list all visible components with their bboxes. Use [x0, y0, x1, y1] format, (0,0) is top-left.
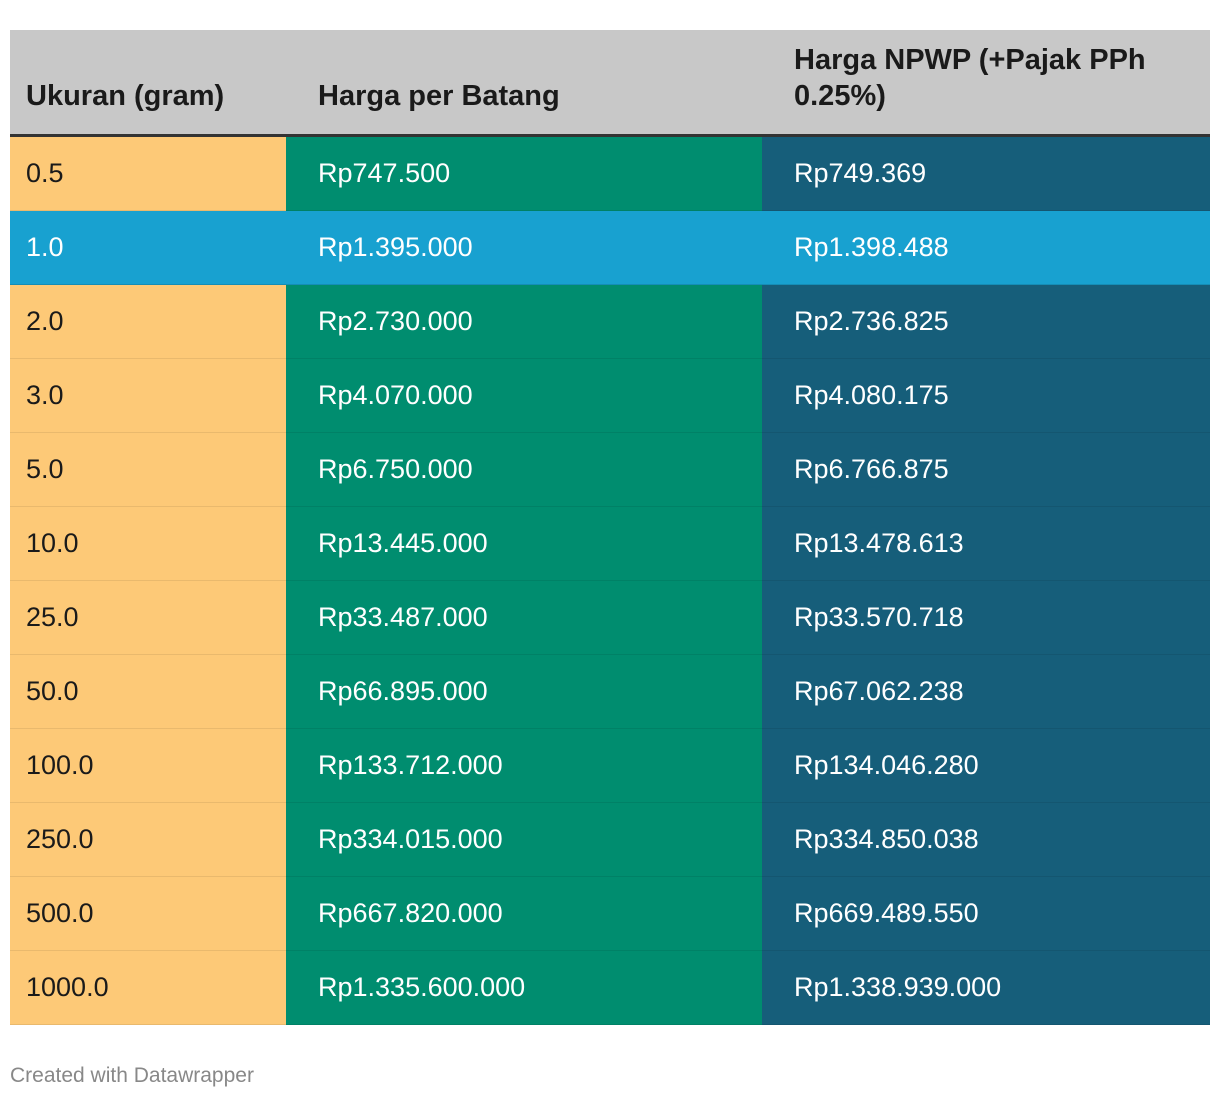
cell-price: Rp133.712.000: [286, 728, 762, 803]
cell-price: Rp667.820.000: [286, 876, 762, 951]
cell-size: 250.0: [10, 802, 286, 877]
price-table-container: Ukuran (gram) Harga per Batang Harga NPW…: [10, 30, 1210, 1025]
table-row: 5.0 Rp6.750.000 Rp6.766.875: [10, 432, 1210, 507]
cell-price: Rp1.395.000: [286, 210, 762, 285]
column-header-size[interactable]: Ukuran (gram): [10, 30, 286, 137]
gold-price-table: Ukuran (gram) Harga per Batang Harga NPW…: [10, 30, 1210, 1025]
cell-size: 500.0: [10, 876, 286, 951]
header-row: Ukuran (gram) Harga per Batang Harga NPW…: [10, 30, 1210, 137]
cell-price: Rp1.335.600.000: [286, 950, 762, 1025]
cell-size: 1000.0: [10, 950, 286, 1025]
cell-npwp: Rp669.489.550: [762, 876, 1210, 951]
table-header: Ukuran (gram) Harga per Batang Harga NPW…: [10, 30, 1210, 137]
cell-price: Rp2.730.000: [286, 284, 762, 359]
cell-npwp: Rp13.478.613: [762, 506, 1210, 581]
cell-price: Rp334.015.000: [286, 802, 762, 877]
table-row: 25.0 Rp33.487.000 Rp33.570.718: [10, 580, 1210, 655]
table-row: 1.0 Rp1.395.000 Rp1.398.488: [10, 210, 1210, 285]
table-row: 250.0 Rp334.015.000 Rp334.850.038: [10, 802, 1210, 877]
table-body: 0.5 Rp747.500 Rp749.369 1.0 Rp1.395.000 Rp1.3…: [10, 135, 1210, 1025]
cell-size: 50.0: [10, 654, 286, 729]
cell-npwp: Rp67.062.238: [762, 654, 1210, 729]
cell-npwp: Rp1.398.488: [762, 210, 1210, 285]
cell-npwp: Rp2.736.825: [762, 284, 1210, 359]
cell-npwp: Rp6.766.875: [762, 432, 1210, 507]
table-row: 2.0 Rp2.730.000 Rp2.736.825: [10, 284, 1210, 359]
cell-size: 25.0: [10, 580, 286, 655]
cell-size: 0.5: [10, 135, 286, 211]
cell-npwp: Rp33.570.718: [762, 580, 1210, 655]
table-row: 10.0 Rp13.445.000 Rp13.478.613: [10, 506, 1210, 581]
cell-size: 100.0: [10, 728, 286, 803]
cell-size: 3.0: [10, 358, 286, 433]
table-row: 50.0 Rp66.895.000 Rp67.062.238: [10, 654, 1210, 729]
cell-size: 10.0: [10, 506, 286, 581]
cell-size: 1.0: [10, 210, 286, 285]
cell-size: 2.0: [10, 284, 286, 359]
table-row: 500.0 Rp667.820.000 Rp669.489.550: [10, 876, 1210, 951]
table-row: 0.5 Rp747.500 Rp749.369: [10, 135, 1210, 211]
cell-npwp: Rp134.046.280: [762, 728, 1210, 803]
column-header-price[interactable]: Harga per Batang: [286, 30, 762, 137]
datawrapper-credit[interactable]: Created with Datawrapper: [10, 1064, 254, 1087]
cell-npwp: Rp1.338.939.000: [762, 950, 1210, 1025]
cell-npwp: Rp749.369: [762, 135, 1210, 211]
cell-price: Rp33.487.000: [286, 580, 762, 655]
cell-price: Rp6.750.000: [286, 432, 762, 507]
cell-price: Rp66.895.000: [286, 654, 762, 729]
table-row: 100.0 Rp133.712.000 Rp134.046.280: [10, 728, 1210, 803]
column-header-npwp[interactable]: Harga NPWP (+Pajak PPh 0.25%): [762, 30, 1210, 137]
cell-price: Rp4.070.000: [286, 358, 762, 433]
cell-price: Rp747.500: [286, 135, 762, 211]
table-row: 1000.0 Rp1.335.600.000 Rp1.338.939.000: [10, 950, 1210, 1025]
cell-npwp: Rp4.080.175: [762, 358, 1210, 433]
cell-price: Rp13.445.000: [286, 506, 762, 581]
table-row: 3.0 Rp4.070.000 Rp4.080.175: [10, 358, 1210, 433]
cell-npwp: Rp334.850.038: [762, 802, 1210, 877]
cell-size: 5.0: [10, 432, 286, 507]
